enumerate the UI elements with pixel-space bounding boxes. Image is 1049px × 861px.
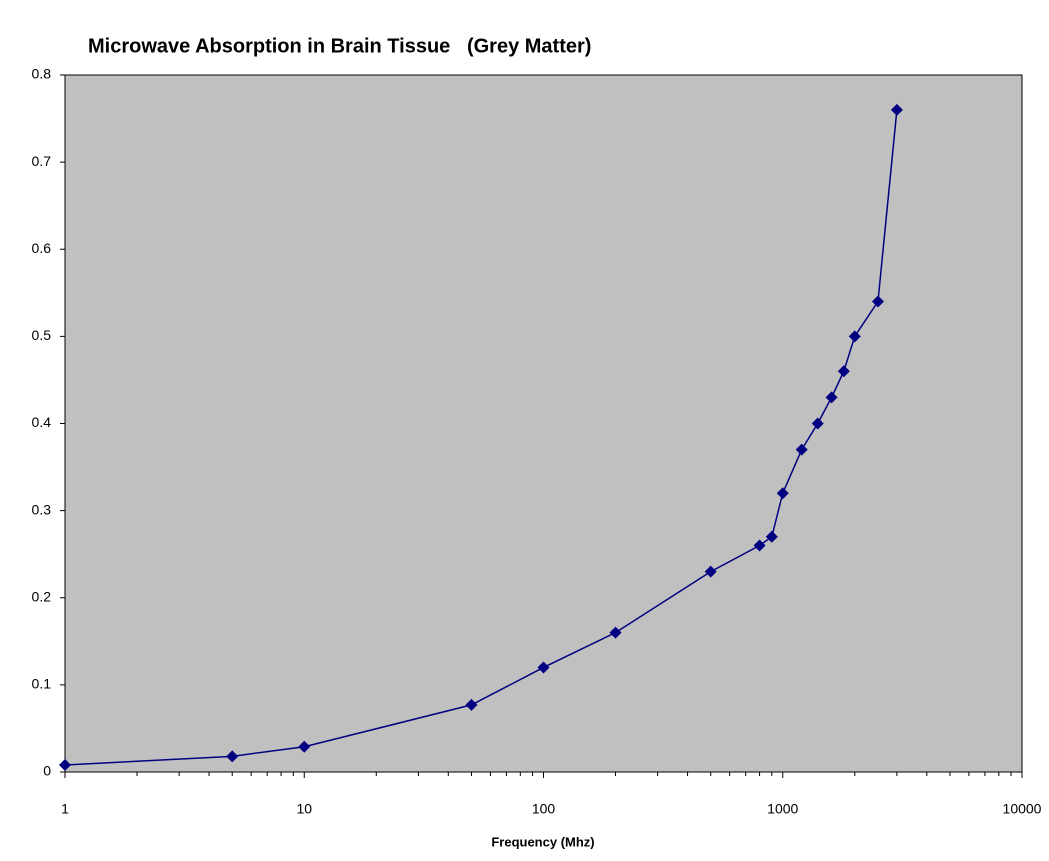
y-tick-label: 0.4 (32, 414, 52, 430)
chart-title: Microwave Absorption in Brain Tissue (Gr… (88, 35, 591, 57)
marker (59, 759, 71, 772)
x-axis-label: Frequency (Mhz) (491, 834, 594, 849)
x-tick-label: 10 (296, 801, 312, 817)
y-tick-label: 0 (43, 763, 51, 779)
marker (226, 750, 239, 763)
y-tick-label: 0.7 (32, 153, 52, 169)
y-tick-label: 0.5 (32, 327, 52, 343)
y-tick-label: 0.3 (32, 501, 52, 517)
marker (890, 103, 903, 116)
marker (825, 391, 838, 404)
x-tick-label: 1 (61, 801, 69, 817)
marker (609, 626, 622, 639)
marker (795, 443, 808, 456)
marker (837, 365, 850, 378)
marker (811, 417, 824, 430)
plot-area (64, 74, 1023, 773)
marker (704, 565, 717, 578)
x-tick-label: 100 (532, 801, 556, 817)
marker (537, 661, 550, 674)
y-tick-label: 0.1 (32, 676, 52, 692)
marker (776, 487, 789, 500)
marker (848, 330, 861, 343)
marker (871, 295, 884, 308)
y-tick-label: 0.6 (32, 240, 52, 256)
x-tick-label: 1000 (767, 801, 798, 817)
y-tick-label: 0.2 (32, 588, 52, 604)
x-tick-label: 10000 (1003, 801, 1042, 817)
marker (753, 539, 766, 552)
marker (298, 740, 311, 753)
marker (765, 530, 778, 543)
marker (465, 698, 478, 711)
y-tick-label: 0.8 (32, 66, 52, 82)
